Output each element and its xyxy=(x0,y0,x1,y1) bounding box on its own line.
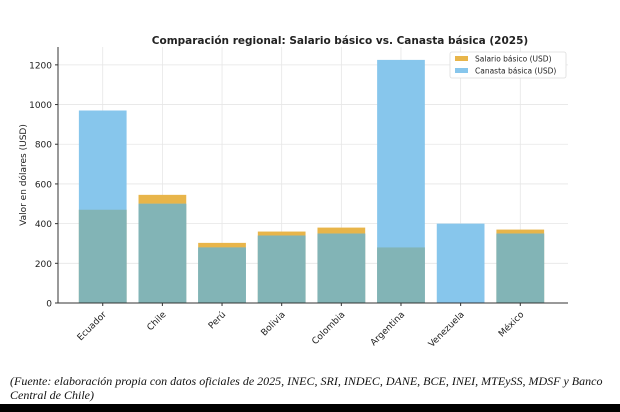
x-tick-label: Perú xyxy=(207,310,228,331)
x-tick-label: Colombia xyxy=(310,310,347,347)
bar-overlap-3 xyxy=(257,235,306,303)
y-tick-label: 1000 xyxy=(29,101,52,111)
y-tick-label: 800 xyxy=(35,141,52,151)
bar-overlap-2 xyxy=(198,247,246,303)
x-tick-label: Argentina xyxy=(369,310,407,348)
legend-swatch-salario xyxy=(455,56,468,61)
source-footnote: (Fuente: elaboración propia con datos of… xyxy=(10,374,603,402)
bar-overlap-7 xyxy=(496,233,545,303)
bottom-border xyxy=(0,404,620,412)
x-tick-label: Chile xyxy=(146,310,169,333)
x-tick-label: México xyxy=(496,309,526,339)
legend-swatch-canasta xyxy=(455,68,468,73)
y-tick-label: 1200 xyxy=(29,61,52,71)
chart-title: Comparación regional: Salario básico vs.… xyxy=(152,35,528,47)
x-tick-label: Bolivia xyxy=(259,310,287,338)
bar-overlap-1 xyxy=(138,203,187,303)
x-tick-label: Venezuela xyxy=(427,310,467,350)
y-tick-label: 200 xyxy=(35,260,52,270)
legend-label-salario: Salario básico (USD) xyxy=(475,55,552,64)
x-tick-label: Ecuador xyxy=(76,310,109,343)
y-tick-label: 0 xyxy=(46,300,52,310)
bar-overlap-0 xyxy=(78,209,127,303)
y-tick-label: 600 xyxy=(35,180,52,190)
legend-label-canasta: Canasta básica (USD) xyxy=(475,67,556,76)
bar-overlap-4 xyxy=(317,233,366,303)
y-axis-label: Valor en dólares (USD) xyxy=(18,124,29,226)
y-tick-label: 400 xyxy=(35,220,52,230)
bar-overlap-5 xyxy=(377,247,425,303)
bar-canasta-6 xyxy=(436,223,485,303)
legend xyxy=(449,51,567,79)
